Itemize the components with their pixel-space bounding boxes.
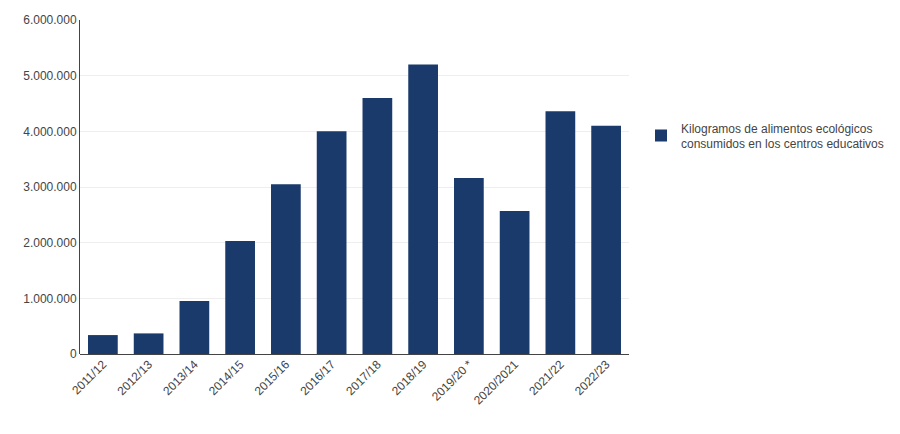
svg-text:2015/16: 2015/16 — [252, 357, 293, 398]
svg-text:2020/2021: 2020/2021 — [471, 357, 521, 407]
svg-text:2.000.000: 2.000.000 — [23, 236, 77, 250]
svg-text:2011/12: 2011/12 — [69, 357, 109, 397]
svg-text:Kilogramos de alimentos ecológ: Kilogramos de alimentos ecológicosconsum… — [681, 122, 884, 152]
svg-text:4.000.000: 4.000.000 — [23, 125, 77, 139]
svg-text:2012/13: 2012/13 — [114, 357, 155, 398]
svg-text:6.000.000: 6.000.000 — [23, 13, 77, 27]
svg-text:3.000.000: 3.000.000 — [23, 180, 77, 194]
svg-text:2021/22: 2021/22 — [526, 357, 567, 398]
svg-text:2016/17: 2016/17 — [297, 357, 338, 398]
svg-text:0: 0 — [70, 347, 77, 361]
svg-text:2019/20 *: 2019/20 * — [429, 357, 475, 403]
svg-text:1.000.000: 1.000.000 — [23, 292, 77, 306]
svg-text:2022/23: 2022/23 — [572, 357, 613, 398]
svg-text:5.000.000: 5.000.000 — [23, 69, 77, 83]
svg-text:2013/14: 2013/14 — [160, 357, 201, 398]
svg-text:2014/15: 2014/15 — [206, 357, 247, 398]
svg-text:2018/19: 2018/19 — [389, 357, 430, 398]
svg-text:2017/18: 2017/18 — [343, 357, 384, 398]
